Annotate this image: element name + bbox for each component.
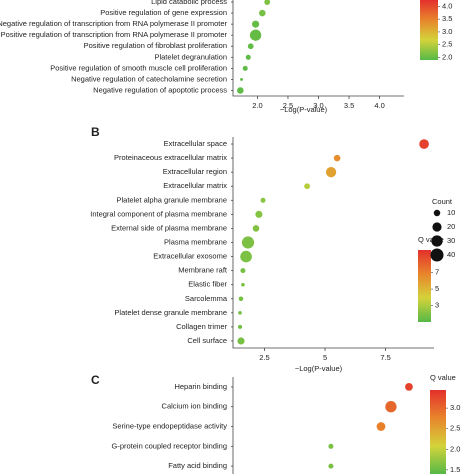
- dot: [252, 20, 260, 28]
- y-tick-label: Extracellular region: [163, 167, 227, 176]
- colorbar-tick-label: 5: [435, 284, 439, 293]
- x-tick-label: 2.0: [252, 101, 262, 110]
- y-tick-label: Serine-type endopeptidase activity: [112, 421, 227, 430]
- size-legend-label: 30: [447, 236, 455, 245]
- colorbar-tick-label: 3.0: [442, 27, 452, 36]
- colorbar: [418, 250, 431, 322]
- y-tick-label: Calcium ion binding: [162, 402, 227, 411]
- y-tick-label: Platelet dense granule membrane: [114, 308, 227, 317]
- colorbar-tick-label: 1.5: [450, 465, 460, 474]
- y-tick-label: Positive regulation of transcription fro…: [1, 30, 228, 39]
- size-legend-dot: [431, 235, 443, 247]
- y-tick-label: Positive regulation of smooth muscle cel…: [50, 63, 227, 72]
- size-legend-label: 10: [447, 208, 455, 217]
- y-tick-label: External side of plasma membrane: [111, 223, 227, 232]
- y-tick-label: Lipid catabolic process: [151, 0, 227, 6]
- dot: [255, 210, 263, 218]
- size-legend-title: Count: [432, 197, 453, 206]
- colorbar-tick-label: 4.0: [442, 1, 452, 10]
- y-tick-label: Fatty acid binding: [168, 461, 227, 470]
- y-tick-label: Integral component of plasma membrane: [90, 209, 227, 218]
- dot: [245, 54, 251, 60]
- dot: [240, 250, 252, 263]
- y-tick-label: Membrane raft: [178, 266, 228, 275]
- size-legend-dot: [432, 222, 442, 232]
- y-tick-label: Negative regulation of catecholamine sec…: [71, 74, 227, 83]
- panel-label: B: [91, 125, 100, 139]
- y-tick-label: Platelet degranulation: [154, 52, 227, 61]
- size-legend-dot: [430, 248, 444, 262]
- colorbar-tick-label: 2.0: [442, 52, 452, 61]
- dot: [328, 463, 334, 469]
- dot: [247, 43, 254, 50]
- y-tick-label: Positive regulation of fibroblast prolif…: [84, 41, 227, 50]
- dot: [385, 401, 397, 413]
- y-tick-label: G-protein coupled receptor binding: [112, 441, 228, 450]
- colorbar-tick-label: 3.0: [450, 403, 460, 412]
- size-legend-label: 40: [447, 250, 455, 259]
- dot: [238, 296, 244, 302]
- colorbar-title: Q value: [418, 235, 444, 244]
- y-tick-label: Negative regulation of transcription fro…: [0, 19, 227, 28]
- dot: [249, 29, 262, 41]
- size-legend-label: 20: [447, 222, 455, 231]
- dot: [240, 77, 244, 81]
- y-tick-label: Extracellular matrix: [163, 181, 227, 190]
- y-tick-label: Extracellular space: [164, 139, 227, 148]
- x-tick-label: 7.5: [380, 353, 390, 362]
- dot: [376, 422, 386, 431]
- colorbar: [420, 0, 438, 60]
- panel-label: C: [91, 373, 100, 387]
- y-tick-label: Elastic fiber: [188, 280, 227, 289]
- x-tick-label: 2.5: [283, 101, 293, 110]
- x-tick-label: 2.5: [259, 353, 269, 362]
- y-tick-label: Cell surface: [187, 336, 227, 345]
- colorbar-tick-label: 3: [435, 301, 439, 310]
- colorbar: [430, 390, 446, 474]
- x-axis-label: −Log(P-value): [295, 364, 343, 373]
- dot: [259, 9, 266, 17]
- dot: [405, 383, 413, 391]
- dot: [304, 183, 311, 190]
- colorbar-tick-label: 2.5: [450, 424, 460, 433]
- colorbar-tick-label: 2.5: [442, 40, 452, 49]
- y-tick-label: Collagen trimer: [176, 322, 227, 331]
- colorbar-tick-label: 3.5: [442, 14, 452, 23]
- dot: [325, 167, 337, 178]
- dot: [328, 443, 334, 449]
- y-tick-label: Sarcolemma: [185, 294, 228, 303]
- axis-line: [232, 0, 404, 97]
- dot: [419, 139, 429, 149]
- x-tick-label: 4.0: [374, 101, 384, 110]
- y-tick-label: Extracellular exosome: [153, 252, 227, 261]
- y-tick-label: Proteinaceous extracellular matrix: [114, 153, 227, 162]
- colorbar-title: Q value: [430, 373, 456, 382]
- dot: [240, 268, 246, 274]
- y-tick-label: Negative regulation of apoptotic process: [93, 85, 227, 94]
- dot: [260, 197, 266, 203]
- x-tick-label: 5: [323, 353, 327, 362]
- dot: [241, 282, 245, 287]
- x-axis-label: −Log(P-value): [280, 105, 328, 114]
- dot: [237, 337, 245, 345]
- dot: [241, 236, 255, 249]
- x-tick-label: 3.0: [313, 101, 323, 110]
- dot: [238, 311, 242, 315]
- dot: [333, 154, 341, 162]
- dot: [264, 0, 271, 5]
- dot: [237, 87, 244, 94]
- colorbar-tick-label: 7: [435, 268, 439, 277]
- y-tick-label: Heparin binding: [174, 382, 227, 391]
- size-legend-dot: [433, 209, 441, 217]
- y-tick-label: Plasma membrane: [164, 237, 227, 246]
- dot: [237, 324, 243, 329]
- y-tick-label: Platelet alpha granule membrane: [117, 195, 228, 204]
- dot: [252, 225, 260, 232]
- dot: [242, 65, 248, 71]
- x-tick-label: 3.5: [344, 101, 354, 110]
- axis-line: [232, 137, 434, 349]
- colorbar-tick-label: 2.0: [450, 444, 460, 453]
- y-tick-label: Positive regulation of gene expression: [100, 8, 227, 17]
